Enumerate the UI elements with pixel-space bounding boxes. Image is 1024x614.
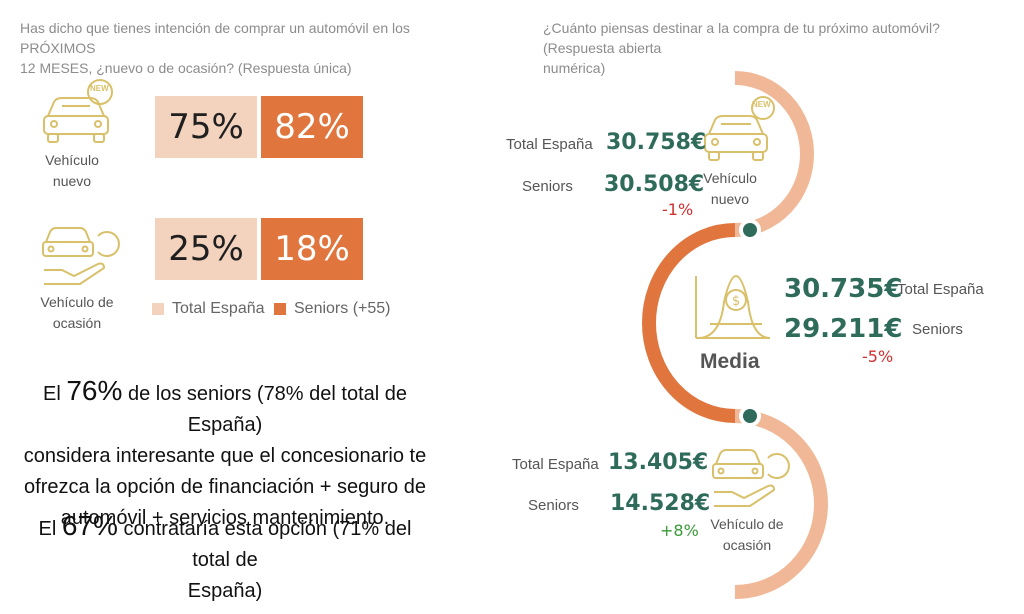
statement-pct: 67% [61, 510, 118, 541]
label-line: nuevo [710, 191, 750, 207]
ocasion-total-value: 13.405€ [608, 450, 709, 475]
label-line: ocasión [722, 537, 772, 553]
label-ocasion-right: Vehículo de ocasión [700, 514, 794, 556]
label-line: Vehículo de [710, 516, 784, 532]
svg-text:$: $ [732, 294, 740, 309]
bar-value: 25% [168, 229, 244, 269]
curve-bottom [734, 409, 828, 599]
label-nuevo-right: Vehículo nuevo [690, 168, 770, 210]
bar-ocasion-seniors: 18% [261, 218, 363, 280]
statement-line: España) [187, 580, 263, 602]
statement-line: El 67% contrataría esta opción (71% del … [20, 510, 430, 576]
used-car-icon [710, 440, 790, 510]
new-car-icon [703, 96, 783, 166]
bar-value: 75% [168, 107, 244, 147]
statement-text: El [43, 383, 67, 405]
ocasion-total-label: Total España [512, 456, 599, 473]
used-car-icon [40, 218, 120, 288]
media-total-label: Total España [897, 281, 984, 298]
label-vehiculo-ocasion: Vehículo de ocasión [22, 292, 132, 334]
s-curve-path [642, 71, 828, 599]
right-question: ¿Cuánto piensas destinar a la compra de … [543, 18, 1013, 78]
right-question-line-2: numérica) [543, 60, 606, 76]
curve-top [734, 71, 814, 237]
ocasion-seniors-value: 14.528€ [610, 491, 711, 516]
right-question-line-1: ¿Cuánto piensas destinar a la compra de … [543, 20, 940, 56]
media-label: Media [700, 350, 760, 373]
statement-contract: El 67% contrataría esta opción (71% del … [20, 510, 430, 607]
media-diff: -5% [862, 347, 894, 366]
bar-nuevo-seniors: 82% [261, 96, 363, 158]
bar-value: 82% [274, 107, 350, 147]
label-line: Vehículo de [40, 294, 114, 310]
legend-total: Total España [152, 300, 265, 318]
new-badge-text: NEW [90, 84, 109, 93]
label-line: nuevo [52, 173, 92, 189]
nuevo-diff: -1% [662, 200, 694, 219]
new-car-icon [38, 78, 118, 148]
label-vehiculo-nuevo: Vehículo nuevo [22, 150, 122, 192]
curve-middle [642, 223, 736, 423]
nuevo-seniors-value: 30.508€ [604, 172, 705, 197]
label-line: Vehículo [45, 152, 99, 168]
statement-line: El 76% de los seniors (78% del total de … [20, 375, 430, 441]
statement-line: considera interesante que el concesionar… [23, 445, 427, 467]
bar-ocasion-total: 25% [155, 218, 257, 280]
statement-financing: El 76% de los seniors (78% del total de … [20, 375, 430, 534]
nuevo-total-value: 30.758€ [606, 130, 707, 155]
ocasion-seniors-label: Seniors [528, 497, 579, 514]
label-line: ocasión [52, 315, 102, 331]
bar-value: 18% [274, 229, 350, 269]
nuevo-total-label: Total España [506, 136, 593, 153]
label-line: Vehículo [703, 170, 757, 186]
legend-label-seniors: Seniors (+55) [294, 300, 391, 317]
ocasion-diff: +8% [660, 521, 699, 540]
left-question-line-1: Has dicho que tienes intención de compra… [20, 20, 410, 56]
bell-curve-coin-icon: $ [690, 272, 774, 344]
media-seniors-label: Seniors [912, 321, 963, 338]
legend-swatch-seniors [274, 303, 286, 315]
media-total-value: 30.735€ [784, 274, 903, 304]
statement-text: de los seniors (78% del total de España) [122, 383, 407, 436]
nuevo-seniors-label: Seniors [522, 178, 573, 195]
node-dot [743, 223, 757, 237]
statement-pct: 76% [66, 375, 123, 406]
statement-text: El [38, 518, 62, 540]
media-seniors-value: 29.211€ [784, 314, 903, 344]
statement-line: automóvil + servicios mantenimiento. [60, 507, 390, 529]
legend-swatch-total [152, 303, 164, 315]
bar-nuevo-total: 75% [155, 96, 257, 158]
node-dot [743, 409, 757, 423]
new-badge-text: NEW [752, 100, 771, 109]
statement-line: ofrezca la opción de financiación + segu… [24, 476, 426, 498]
left-question: Has dicho que tienes intención de compra… [20, 18, 440, 78]
legend-seniors: Seniors (+55) [274, 300, 391, 318]
legend-label-total: Total España [172, 300, 265, 317]
statement-text: contrataría esta opción (71% del total d… [117, 518, 412, 571]
left-question-line-2: 12 MESES, ¿nuevo o de ocasión? (Respuest… [20, 60, 352, 76]
